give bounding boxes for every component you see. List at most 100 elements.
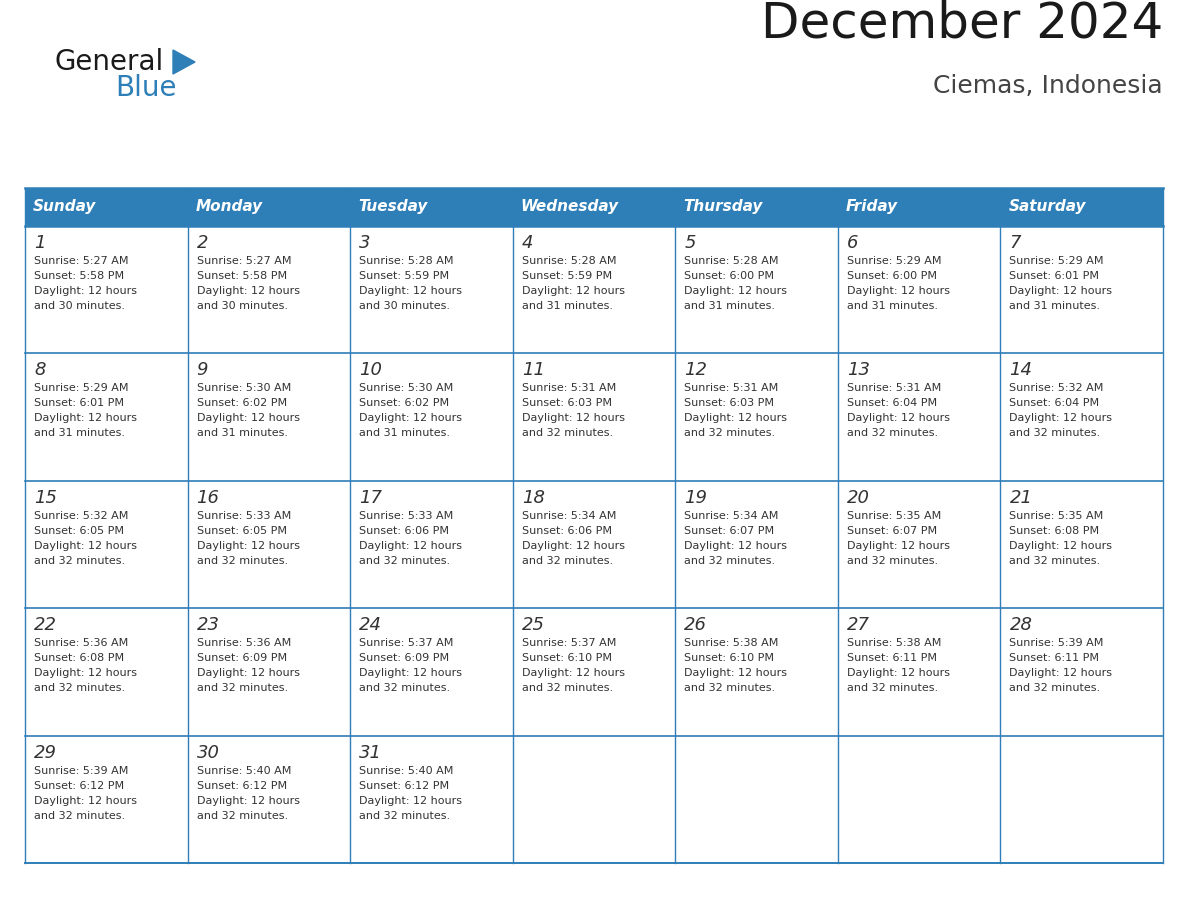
Text: Sunset: 6:07 PM: Sunset: 6:07 PM	[847, 526, 937, 536]
Bar	[838, 735, 1000, 863]
Text: 31: 31	[359, 744, 383, 762]
Text: Sunrise: 5:29 AM: Sunrise: 5:29 AM	[34, 384, 128, 394]
Text: and 32 minutes.: and 32 minutes.	[522, 683, 613, 693]
Text: Sunrise: 5:35 AM: Sunrise: 5:35 AM	[847, 510, 941, 521]
Text: Daylight: 12 hours: Daylight: 12 hours	[196, 413, 299, 423]
Text: and 32 minutes.: and 32 minutes.	[684, 683, 776, 693]
Text: Sunrise: 5:38 AM: Sunrise: 5:38 AM	[684, 638, 778, 648]
Text: 29: 29	[34, 744, 57, 762]
Bar	[513, 481, 675, 609]
Text: 6: 6	[847, 234, 859, 252]
Text: Sunrise: 5:33 AM: Sunrise: 5:33 AM	[359, 510, 454, 521]
Text: Sunrise: 5:31 AM: Sunrise: 5:31 AM	[847, 384, 941, 394]
Text: Daylight: 12 hours: Daylight: 12 hours	[1010, 541, 1112, 551]
Text: Sunset: 6:10 PM: Sunset: 6:10 PM	[522, 654, 612, 663]
Bar	[513, 226, 675, 353]
Text: Daylight: 12 hours: Daylight: 12 hours	[1010, 286, 1112, 296]
Text: 1: 1	[34, 234, 45, 252]
Text: 9: 9	[196, 362, 208, 379]
Bar	[350, 735, 513, 863]
Text: and 32 minutes.: and 32 minutes.	[196, 555, 287, 565]
Text: and 32 minutes.: and 32 minutes.	[196, 811, 287, 821]
Bar	[675, 353, 838, 481]
Text: and 32 minutes.: and 32 minutes.	[1010, 683, 1100, 693]
Text: 24: 24	[359, 616, 383, 634]
Text: and 31 minutes.: and 31 minutes.	[522, 301, 613, 311]
Bar	[1000, 609, 1163, 735]
Text: Daylight: 12 hours: Daylight: 12 hours	[196, 796, 299, 806]
Text: December 2024: December 2024	[760, 0, 1163, 48]
Text: Daylight: 12 hours: Daylight: 12 hours	[847, 413, 950, 423]
Bar	[25, 481, 188, 609]
Bar	[838, 481, 1000, 609]
Text: and 32 minutes.: and 32 minutes.	[522, 429, 613, 439]
Text: Sunset: 6:08 PM: Sunset: 6:08 PM	[34, 654, 124, 663]
Bar	[675, 226, 838, 353]
Text: 17: 17	[359, 488, 383, 507]
Text: 26: 26	[684, 616, 707, 634]
Text: 8: 8	[34, 362, 45, 379]
Text: General: General	[55, 48, 164, 76]
Text: Sunset: 6:05 PM: Sunset: 6:05 PM	[34, 526, 124, 536]
Text: and 32 minutes.: and 32 minutes.	[1010, 429, 1100, 439]
Text: Sunset: 6:00 PM: Sunset: 6:00 PM	[847, 271, 937, 281]
Text: Daylight: 12 hours: Daylight: 12 hours	[684, 413, 788, 423]
Text: Sunrise: 5:38 AM: Sunrise: 5:38 AM	[847, 638, 941, 648]
Text: Daylight: 12 hours: Daylight: 12 hours	[196, 541, 299, 551]
Text: and 32 minutes.: and 32 minutes.	[359, 555, 450, 565]
Text: Friday: Friday	[846, 199, 898, 215]
Text: and 32 minutes.: and 32 minutes.	[522, 555, 613, 565]
Text: Sunrise: 5:36 AM: Sunrise: 5:36 AM	[34, 638, 128, 648]
Bar	[838, 609, 1000, 735]
Text: Monday: Monday	[196, 199, 263, 215]
Text: Sunset: 5:58 PM: Sunset: 5:58 PM	[34, 271, 124, 281]
Bar	[25, 226, 188, 353]
Text: Wednesday: Wednesday	[520, 199, 619, 215]
Text: and 32 minutes.: and 32 minutes.	[684, 429, 776, 439]
Text: 14: 14	[1010, 362, 1032, 379]
Text: Daylight: 12 hours: Daylight: 12 hours	[34, 668, 137, 678]
Text: Sunset: 6:05 PM: Sunset: 6:05 PM	[196, 526, 286, 536]
Text: Sunset: 6:01 PM: Sunset: 6:01 PM	[1010, 271, 1099, 281]
Text: Sunrise: 5:37 AM: Sunrise: 5:37 AM	[359, 638, 454, 648]
Text: Saturday: Saturday	[1009, 199, 1086, 215]
Text: and 32 minutes.: and 32 minutes.	[359, 811, 450, 821]
Text: Sunrise: 5:37 AM: Sunrise: 5:37 AM	[522, 638, 617, 648]
Bar	[25, 353, 188, 481]
Text: Sunrise: 5:34 AM: Sunrise: 5:34 AM	[522, 510, 617, 521]
Text: Sunset: 6:01 PM: Sunset: 6:01 PM	[34, 398, 124, 409]
Bar	[350, 353, 513, 481]
Text: and 32 minutes.: and 32 minutes.	[684, 555, 776, 565]
Text: and 31 minutes.: and 31 minutes.	[34, 429, 125, 439]
Bar	[1000, 226, 1163, 353]
Text: Sunrise: 5:28 AM: Sunrise: 5:28 AM	[522, 256, 617, 266]
Text: and 32 minutes.: and 32 minutes.	[34, 811, 125, 821]
Text: Sunrise: 5:28 AM: Sunrise: 5:28 AM	[359, 256, 454, 266]
Text: Sunset: 6:10 PM: Sunset: 6:10 PM	[684, 654, 775, 663]
Text: 23: 23	[196, 616, 220, 634]
Bar	[513, 353, 675, 481]
Text: 3: 3	[359, 234, 371, 252]
Text: Daylight: 12 hours: Daylight: 12 hours	[196, 668, 299, 678]
Text: 30: 30	[196, 744, 220, 762]
Text: Sunset: 6:04 PM: Sunset: 6:04 PM	[1010, 398, 1100, 409]
Bar	[1000, 481, 1163, 609]
Bar	[350, 481, 513, 609]
Bar	[25, 609, 188, 735]
Text: Sunrise: 5:39 AM: Sunrise: 5:39 AM	[1010, 638, 1104, 648]
Text: Sunset: 6:07 PM: Sunset: 6:07 PM	[684, 526, 775, 536]
Text: Sunset: 6:03 PM: Sunset: 6:03 PM	[522, 398, 612, 409]
Text: 10: 10	[359, 362, 383, 379]
Bar	[675, 481, 838, 609]
Text: 22: 22	[34, 616, 57, 634]
Text: Sunset: 6:04 PM: Sunset: 6:04 PM	[847, 398, 937, 409]
Text: Daylight: 12 hours: Daylight: 12 hours	[522, 668, 625, 678]
Text: and 32 minutes.: and 32 minutes.	[34, 683, 125, 693]
Bar	[350, 226, 513, 353]
Text: Daylight: 12 hours: Daylight: 12 hours	[34, 286, 137, 296]
Text: Daylight: 12 hours: Daylight: 12 hours	[684, 668, 788, 678]
Text: Daylight: 12 hours: Daylight: 12 hours	[522, 541, 625, 551]
Text: Daylight: 12 hours: Daylight: 12 hours	[1010, 668, 1112, 678]
Text: and 31 minutes.: and 31 minutes.	[1010, 301, 1100, 311]
Text: Sunrise: 5:40 AM: Sunrise: 5:40 AM	[359, 766, 454, 776]
